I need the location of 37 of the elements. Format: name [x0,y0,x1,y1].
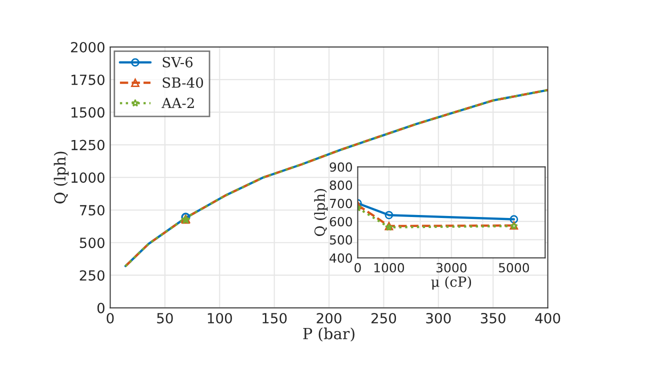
y-tick-label: 700 [330,198,352,208]
x-tick-label: 400 [535,312,560,324]
y-tick-label: 1250 [72,140,104,150]
y-tick-label: 500 [80,238,104,248]
x-tick-label: 3000 [436,262,467,272]
x-tick-label: 50 [157,312,173,324]
y-tick-label: 900 [330,162,352,172]
point [510,215,518,224]
legend-label: SB-40 [162,77,204,88]
y-axis-title: Q (lph) [314,189,328,236]
legend-label: AA-2 [162,98,194,108]
y-tick-label: 800 [330,180,352,190]
x-tick-label: 350 [480,312,506,324]
y-tick-label: 500 [330,235,352,245]
y-tick-label: 2000 [71,42,104,52]
x-axis-title: P (bar) [303,328,354,342]
x-tick-label: 0 [354,262,361,272]
legend-label: SV-6 [162,56,193,68]
y-tick-label: 1500 [72,107,104,118]
x-axis-title: μ (cP) [431,276,472,290]
y-tick-label: 750 [80,204,104,216]
x-tick-label: 0 [106,312,114,324]
y-tick-label: 1750 [72,74,104,86]
y-tick-label: 1000 [72,172,104,183]
x-tick-label: 150 [262,312,287,324]
y-axis-title: Q (lph) [54,152,69,204]
x-tick-label: 200 [316,312,342,324]
x-tick-label: 5000 [498,262,529,272]
x-tick-label: 300 [426,312,451,324]
y-tick-label: 250 [80,270,104,281]
x-tick-label: 100 [208,312,232,324]
y-tick-label: 400 [330,253,352,263]
point [384,210,394,220]
x-tick-label: 250 [371,312,396,324]
x-tick-label: 1000 [374,262,404,272]
y-tick-label: 0 [97,302,104,314]
y-tick-label: 600 [330,216,352,226]
